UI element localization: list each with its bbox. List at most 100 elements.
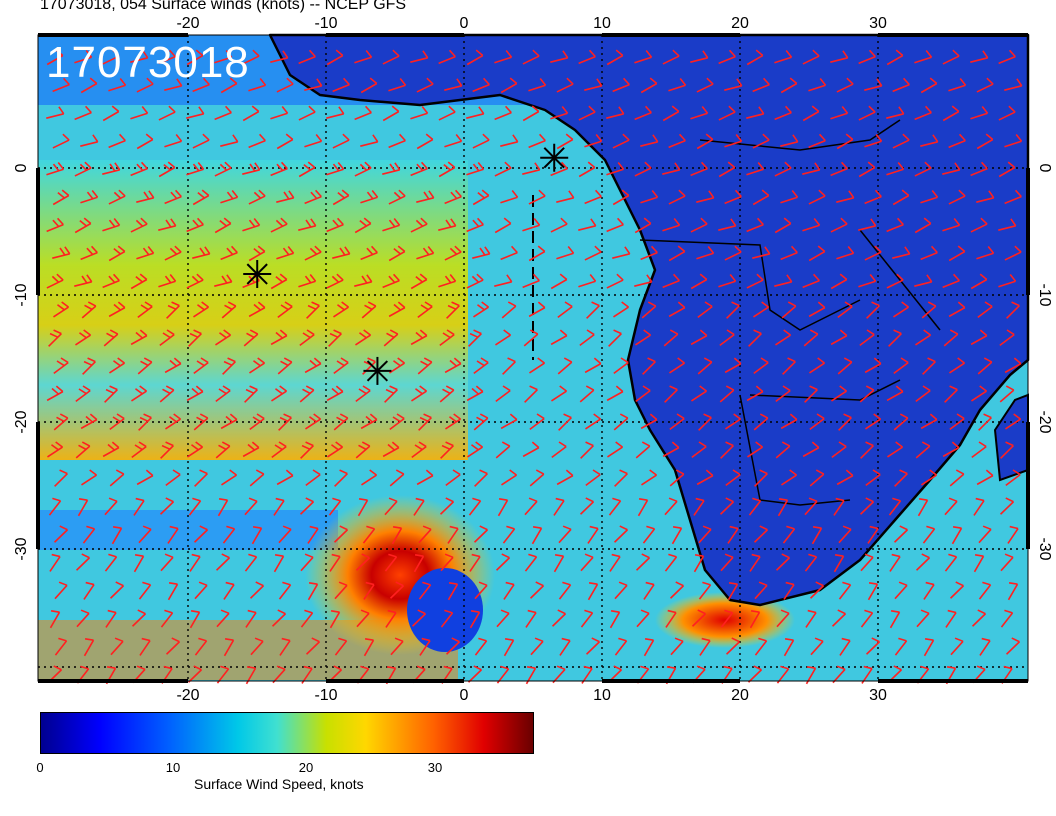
wind-barb [248, 301, 266, 318]
wind-barb [355, 441, 371, 459]
wind-barb [864, 78, 883, 91]
wind-barb [524, 385, 538, 403]
wind-barb [719, 385, 735, 403]
wind-barb [80, 245, 98, 261]
trade-wind-zone [38, 160, 468, 460]
lat-tick-label-right: -30 [1036, 537, 1053, 560]
wind-barb [780, 413, 798, 430]
wind-barb [500, 245, 518, 261]
wind-barb [976, 133, 994, 150]
wind-barb [1005, 637, 1021, 655]
wind-barb [894, 637, 908, 656]
wind-barb [998, 49, 1016, 65]
lat-tick-label-left: -30 [13, 537, 30, 560]
wind-barb [662, 162, 681, 175]
wind-barb [304, 134, 323, 148]
wind-barb [753, 301, 770, 318]
wind-barb [186, 106, 205, 119]
lat-tick-label-left: -20 [13, 410, 30, 433]
wind-barb [915, 553, 931, 571]
wind-barb [187, 665, 203, 683]
wind-barb [390, 637, 404, 656]
wind-barb [606, 49, 624, 66]
wind-barb [276, 246, 295, 260]
wind-barb [690, 50, 709, 63]
wind-barb [859, 497, 875, 515]
wind-barb [328, 329, 342, 347]
wind-barb [273, 497, 285, 516]
wind-barb [1004, 357, 1022, 374]
wind-barb [83, 638, 95, 657]
wind-barb [551, 609, 567, 627]
wind-barb [585, 469, 601, 487]
wind-barb [634, 50, 653, 64]
wind-barb [979, 637, 991, 656]
wind-barb [189, 553, 201, 572]
wind-barb [754, 469, 768, 487]
wind-barb [804, 497, 818, 516]
wind-barb [74, 105, 92, 121]
wind-barb [668, 133, 686, 149]
wind-barb [998, 105, 1016, 121]
wind-barb [718, 49, 736, 65]
wind-barb [389, 581, 405, 599]
wind-barb [664, 385, 678, 403]
wind-barb [278, 525, 292, 544]
wind-barb [746, 49, 764, 66]
wind-barb [53, 357, 69, 375]
wind-barb [802, 162, 821, 175]
lon-tick-label-top: 10 [593, 15, 611, 32]
wind-barb [138, 525, 152, 544]
colorbar-label: Surface Wind Speed, knots [194, 776, 364, 792]
wind-barb [82, 357, 96, 375]
wind-barb [326, 106, 345, 119]
wind-barb [752, 246, 771, 259]
wind-barb [242, 49, 260, 65]
wind-barb [780, 134, 799, 147]
wind-barb [976, 190, 995, 203]
wind-barb [391, 526, 403, 545]
wind-barb [725, 469, 741, 487]
storm-marker [363, 356, 392, 385]
wind-barb [523, 329, 539, 347]
wind-barb [802, 273, 820, 289]
wind-barb [136, 246, 155, 260]
wind-barb [999, 329, 1015, 347]
wind-barb [528, 301, 546, 318]
wind-barb [691, 609, 707, 627]
wind-barb [502, 525, 516, 544]
wind-barb [333, 301, 350, 318]
wind-barb [783, 581, 795, 600]
wind-barb [720, 553, 734, 572]
map-frame [37, 34, 1029, 682]
wind-barb [54, 469, 68, 487]
wind-barb [609, 610, 621, 629]
wind-barb [466, 385, 484, 402]
wind-barb [445, 637, 461, 655]
lon-tick-label-bottom: 30 [869, 687, 887, 700]
wind-barb [326, 49, 344, 66]
wind-barb [718, 274, 737, 288]
wind-barb [438, 105, 456, 121]
wind-barb [329, 610, 341, 629]
wind-barb [139, 637, 151, 656]
wind-barb [473, 357, 489, 375]
wind-barb [587, 582, 599, 601]
time-stamp-overlay: 17073018 [46, 38, 250, 87]
wind-barb [858, 105, 876, 121]
wind-barb [222, 525, 236, 544]
wind-barb [920, 413, 938, 430]
wind-barb [746, 106, 765, 119]
wind-barb [557, 301, 573, 319]
wind-barb [221, 469, 238, 486]
wind-barb [503, 581, 515, 600]
wind-barb [304, 78, 323, 91]
wind-barb [836, 190, 855, 203]
wind-barb [249, 357, 266, 374]
wind-barb [833, 554, 845, 573]
wind-barb [188, 497, 202, 516]
wind-barb [360, 134, 379, 147]
wind-barb [48, 497, 62, 516]
wind-barb [802, 441, 820, 458]
wind-barb [802, 105, 820, 122]
